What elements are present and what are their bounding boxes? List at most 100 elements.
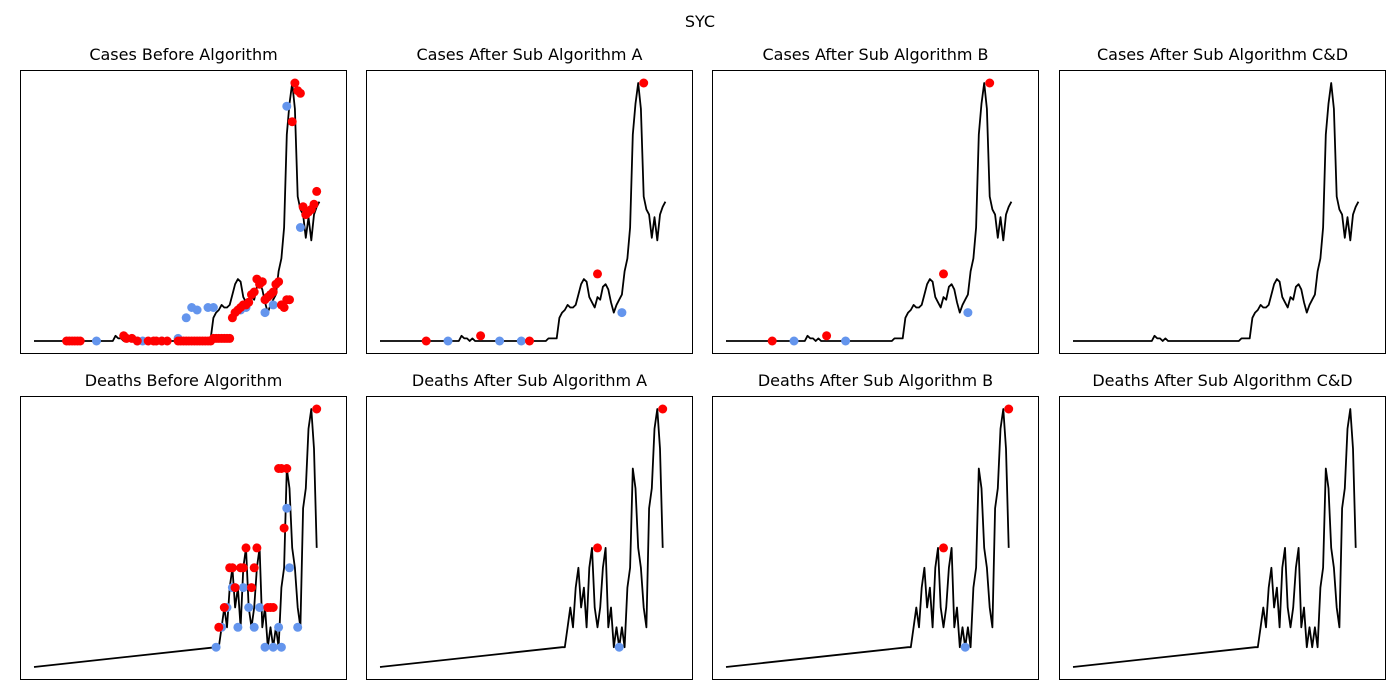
plot-area	[366, 70, 693, 354]
panel-title: Deaths After Sub Algorithm C&D	[1092, 371, 1353, 390]
series-line	[380, 82, 667, 342]
blue-marker	[249, 622, 259, 632]
panel-title: Cases After Sub Algorithm A	[416, 45, 643, 64]
red-marker	[257, 277, 267, 287]
panel-title: Cases After Sub Algorithm B	[762, 45, 989, 64]
red-marker	[241, 543, 251, 553]
blue-marker	[255, 603, 265, 612]
blue-marker	[260, 642, 270, 652]
red-marker	[985, 78, 995, 88]
series-line	[379, 408, 664, 668]
blue-marker	[211, 642, 221, 652]
blue-marker	[293, 622, 303, 632]
red-marker	[593, 269, 602, 279]
blue-marker	[238, 583, 248, 593]
series-line	[1073, 82, 1360, 342]
blue-marker	[276, 642, 286, 652]
blue-marker	[516, 336, 526, 346]
red-marker	[1004, 404, 1014, 414]
panel-cases-after-b: Cases After Sub Algorithm B	[712, 45, 1039, 354]
panel-deaths-after-cd: Deaths After Sub Algorithm C&D	[1059, 371, 1386, 680]
red-marker	[219, 603, 229, 612]
blue-marker	[268, 300, 278, 310]
blue-marker	[268, 642, 278, 652]
panel-cases-after-a: Cases After Sub Algorithm A	[366, 45, 693, 354]
blue-marker	[208, 303, 218, 312]
red-marker	[822, 331, 832, 341]
red-marker	[214, 622, 224, 632]
blue-marker	[285, 563, 294, 573]
plot-area	[1059, 396, 1386, 680]
red-marker	[244, 297, 254, 307]
red-marker	[268, 287, 278, 297]
blue-marker	[244, 603, 254, 612]
red-marker	[658, 404, 668, 414]
blue-marker	[617, 308, 627, 318]
red-marker	[249, 563, 259, 573]
blue-marker	[963, 308, 973, 318]
red-marker	[312, 404, 322, 414]
plot-area	[712, 70, 1039, 354]
red-marker	[249, 287, 259, 297]
blue-marker	[789, 336, 799, 346]
panel-title: Deaths Before Algorithm	[84, 371, 283, 390]
red-marker	[290, 78, 300, 88]
red-marker	[282, 464, 292, 473]
red-marker	[421, 336, 431, 346]
blue-marker	[295, 223, 305, 232]
plot-area	[366, 396, 693, 680]
red-marker	[295, 88, 305, 98]
blue-marker	[282, 101, 292, 111]
red-marker	[593, 543, 602, 553]
red-marker	[268, 603, 278, 612]
blue-marker	[841, 336, 851, 346]
red-marker	[274, 277, 284, 287]
plot-area	[20, 70, 347, 354]
red-marker	[939, 269, 948, 279]
blue-marker	[614, 642, 624, 652]
red-marker	[525, 336, 534, 346]
panel-deaths-after-a: Deaths After Sub Algorithm A	[366, 371, 693, 680]
red-marker	[312, 186, 322, 196]
red-marker	[247, 583, 256, 593]
panel-title: Deaths After Sub Algorithm A	[411, 371, 648, 390]
red-marker	[238, 563, 248, 573]
blue-marker	[960, 642, 970, 652]
blue-marker	[274, 622, 284, 632]
blue-marker	[443, 336, 453, 346]
red-marker	[162, 336, 172, 346]
chart-svg	[1072, 408, 1357, 668]
blue-marker	[233, 622, 243, 632]
figure-title: SYC	[684, 12, 716, 31]
red-marker	[252, 543, 262, 553]
plot-area	[1059, 70, 1386, 354]
chart-svg	[33, 404, 322, 668]
red-marker	[225, 333, 235, 343]
red-marker	[767, 336, 777, 346]
panel-title: Deaths After Sub Algorithm B	[757, 371, 994, 390]
panel-deaths-after-b: Deaths After Sub Algorithm B	[712, 371, 1039, 680]
red-marker	[309, 199, 319, 209]
red-marker	[285, 295, 294, 305]
panel-deaths-before: Deaths Before Algorithm	[20, 371, 347, 680]
plot-area	[712, 396, 1039, 680]
blue-marker	[92, 336, 101, 346]
blue-marker	[181, 313, 191, 323]
red-marker	[279, 303, 289, 312]
series-line	[725, 408, 1010, 668]
blue-marker	[495, 336, 505, 346]
blue-marker	[282, 503, 292, 513]
panel-title: Cases Before Algorithm	[89, 45, 278, 64]
red-marker	[639, 78, 649, 88]
series-line	[726, 82, 1013, 342]
chart-svg	[726, 78, 1013, 346]
panel-title: Cases After Sub Algorithm C&D	[1096, 45, 1349, 64]
red-marker	[75, 336, 85, 346]
blue-marker	[260, 308, 270, 318]
red-marker	[279, 523, 289, 533]
red-marker	[287, 117, 297, 127]
plot-area	[20, 396, 347, 680]
chart-svg	[1073, 82, 1360, 342]
red-marker	[939, 543, 948, 553]
chart-svg	[34, 78, 322, 346]
